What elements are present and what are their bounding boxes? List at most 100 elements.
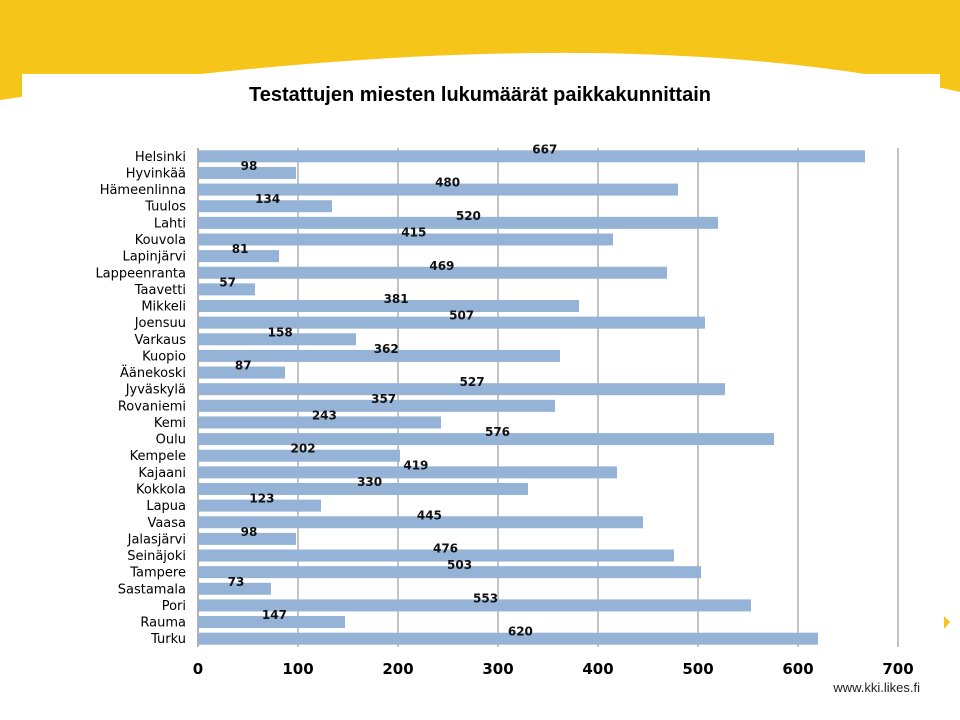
- category-label-25: Tampere: [129, 566, 186, 581]
- bar-16: [198, 416, 441, 429]
- bar-28: [198, 616, 345, 629]
- category-label-12: Kuopio: [142, 349, 186, 364]
- category-label-3: Tuulos: [144, 200, 186, 215]
- x-tick-200: 200: [382, 660, 413, 678]
- x-tick-700: 700: [882, 660, 913, 678]
- value-label-26: 73: [228, 575, 245, 589]
- bar-13: [198, 366, 285, 379]
- x-tick-100: 100: [282, 660, 313, 678]
- category-label-0: Helsinki: [135, 150, 186, 165]
- category-label-17: Oulu: [156, 433, 186, 448]
- value-label-8: 57: [219, 275, 236, 289]
- bar-2: [198, 183, 678, 196]
- value-label-21: 123: [249, 492, 274, 506]
- category-label-5: Kouvola: [135, 233, 186, 248]
- category-label-27: Pori: [162, 599, 186, 614]
- category-label-6: Lapinjärvi: [122, 250, 186, 265]
- category-label-23: Jalasjärvi: [127, 532, 186, 547]
- x-tick-labels: 0 100 200 300 400 500 600 700: [193, 660, 914, 678]
- bar-15: [198, 399, 555, 412]
- x-tick-400: 400: [582, 660, 613, 678]
- x-tick-500: 500: [682, 660, 713, 678]
- value-label-6: 81: [232, 242, 249, 256]
- value-label-12: 362: [374, 342, 399, 356]
- bar-18: [198, 449, 400, 462]
- category-label-15: Rovaniemi: [118, 399, 186, 414]
- category-label-18: Kempele: [130, 449, 186, 464]
- bar-10: [198, 316, 705, 329]
- bar-6: [198, 250, 279, 263]
- category-label-28: Rauma: [140, 616, 186, 631]
- bar-8: [198, 283, 255, 296]
- value-label-13: 87: [235, 359, 252, 373]
- value-label-24: 476: [433, 542, 458, 556]
- x-tick-600: 600: [782, 660, 813, 678]
- bar-23: [198, 532, 296, 545]
- value-label-10: 507: [449, 309, 474, 323]
- chart-title: Testattujen miesten lukumäärät paikkakun…: [249, 84, 711, 106]
- category-label-14: Jyväskylä: [125, 383, 186, 398]
- bar-14: [198, 383, 725, 396]
- category-label-26: Sastamala: [118, 582, 186, 597]
- category-label-21: Lapua: [146, 499, 186, 514]
- value-label-29: 620: [508, 625, 533, 639]
- value-label-28: 147: [262, 608, 287, 622]
- value-label-18: 202: [291, 442, 316, 456]
- bar-19: [198, 466, 617, 479]
- category-label-20: Kokkola: [136, 482, 186, 497]
- value-label-19: 419: [403, 458, 428, 472]
- bar-21: [198, 499, 321, 512]
- value-label-15: 357: [371, 392, 396, 406]
- grid-lines: [197, 148, 899, 647]
- bar-17: [198, 433, 774, 446]
- value-label-7: 469: [429, 259, 454, 273]
- category-label-13: Äänekoski: [120, 365, 186, 381]
- bar-24: [198, 549, 674, 562]
- value-label-5: 415: [401, 225, 426, 239]
- value-label-11: 158: [268, 325, 293, 339]
- bar-1: [198, 166, 296, 179]
- value-label-1: 98: [241, 159, 258, 173]
- category-label-19: Kajaani: [138, 466, 186, 481]
- value-label-2: 480: [435, 176, 460, 190]
- bar-11: [198, 333, 356, 346]
- category-label-1: Hyvinkää: [126, 166, 186, 181]
- footer-url: www.kki.likes.fi: [833, 680, 920, 695]
- bar-29: [198, 632, 818, 645]
- bar-25: [198, 566, 701, 579]
- bar-5: [198, 233, 613, 246]
- value-label-17: 576: [485, 425, 510, 439]
- yellow-banner: [0, 0, 960, 100]
- bar-26: [198, 582, 271, 595]
- bar-27: [198, 599, 751, 612]
- value-labels: 667 98 480 134 520 415 81 469 57 381 507 158 362 87 52…: [219, 142, 557, 638]
- value-label-14: 527: [460, 375, 485, 389]
- value-label-22: 445: [417, 508, 442, 522]
- value-label-20: 330: [357, 475, 382, 489]
- bar-9: [198, 300, 579, 313]
- category-label-8: Taavetti: [134, 283, 186, 298]
- bar-22: [198, 516, 643, 529]
- bar-4: [198, 216, 718, 229]
- category-label-16: Kemi: [154, 416, 186, 431]
- category-label-9: Mikkeli: [141, 300, 186, 315]
- x-tick-300: 300: [482, 660, 513, 678]
- category-label-4: Lahti: [154, 216, 186, 231]
- bar-20: [198, 482, 528, 495]
- bar-12: [198, 349, 560, 362]
- value-label-16: 243: [312, 408, 337, 422]
- category-label-29: Turku: [150, 632, 186, 647]
- value-label-27: 553: [473, 591, 498, 605]
- value-label-25: 503: [447, 558, 472, 572]
- arrow-right-icon: [944, 616, 950, 629]
- category-label-10: Joensuu: [134, 316, 186, 331]
- value-label-3: 134: [255, 192, 280, 206]
- category-label-11: Varkaus: [135, 333, 187, 348]
- category-label-24: Seinäjoki: [127, 549, 186, 564]
- value-label-4: 520: [456, 209, 481, 223]
- x-tick-0: 0: [193, 660, 203, 678]
- bar-7: [198, 266, 667, 279]
- bar-0: [198, 150, 865, 163]
